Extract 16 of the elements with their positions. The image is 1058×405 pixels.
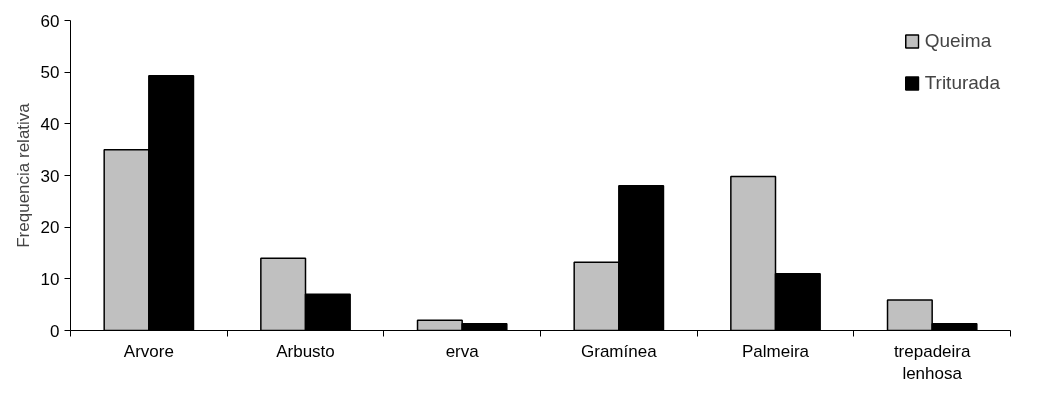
y-tick-label: 10 bbox=[40, 269, 60, 289]
y-tick-label: 30 bbox=[40, 166, 60, 186]
x-tick-label: Palmeira bbox=[741, 341, 810, 361]
y-tick-label: 20 bbox=[40, 218, 60, 238]
y-axis-title: Frequencia relativa bbox=[13, 102, 33, 248]
x-tick-label: Arbusto bbox=[276, 341, 335, 361]
y-tick-label: 50 bbox=[40, 63, 60, 83]
x-tick-label: erva bbox=[445, 341, 480, 361]
y-tick-label: 60 bbox=[40, 11, 60, 31]
legend-label: Queima bbox=[924, 30, 992, 52]
x-tick-label: trepadeira lenhosa bbox=[893, 341, 971, 384]
x-tick-label: Arvore bbox=[123, 341, 174, 361]
legend-label: Triturada bbox=[924, 72, 1000, 94]
y-tick-label: 0 bbox=[50, 321, 60, 341]
x-tick-label: Gramínea bbox=[581, 341, 658, 361]
y-tick-label: 40 bbox=[40, 114, 60, 134]
